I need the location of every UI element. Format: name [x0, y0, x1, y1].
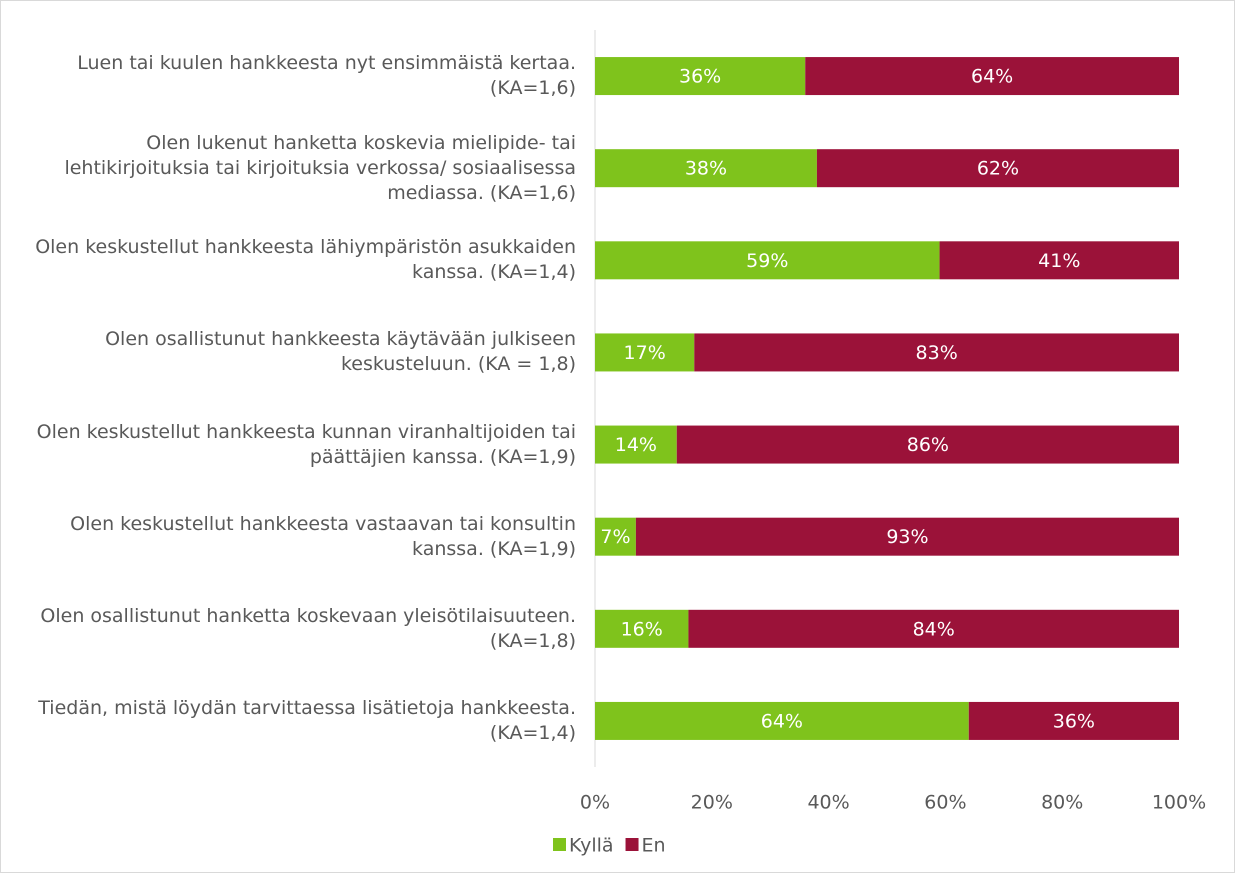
value-label: 14% [615, 434, 657, 456]
value-label: 17% [624, 342, 666, 364]
value-label: 93% [886, 526, 928, 548]
bar-segment [968, 701, 1179, 740]
bar-segment [595, 241, 940, 280]
value-label: 38% [685, 158, 727, 180]
value-label: 41% [1038, 250, 1080, 272]
bar-segment [595, 149, 817, 188]
value-label: 36% [1053, 710, 1095, 732]
x-tick-label: 0% [580, 792, 610, 814]
category-label: Olen lukenut hanketta koskevia mielipide… [64, 131, 576, 204]
bar-segment [595, 609, 689, 648]
bar-segment [595, 425, 677, 464]
category-label: Olen keskustellut hankkeesta lähiympäris… [35, 236, 576, 284]
value-label: 36% [679, 66, 721, 88]
value-label: 83% [916, 342, 958, 364]
category-label: Tiedän, mistä löydän tarvittaessa lisäti… [38, 696, 576, 744]
category-label: Olen keskustellut hankkeesta vastaavan t… [70, 512, 576, 560]
value-label: 16% [621, 618, 663, 640]
x-tick-label: 20% [691, 792, 733, 814]
bar-segment [595, 517, 636, 556]
x-tick-label: 40% [807, 792, 849, 814]
bar-segment [595, 701, 969, 740]
bar-segment [939, 241, 1179, 280]
value-label: 64% [761, 710, 803, 732]
bar-segment [694, 333, 1179, 372]
value-label: 86% [907, 434, 949, 456]
x-tick-label: 100% [1152, 792, 1206, 814]
legend-swatch [625, 838, 639, 851]
legend-label: Kyllä [569, 835, 614, 857]
value-label: 62% [977, 158, 1019, 180]
value-label: 84% [913, 618, 955, 640]
category-label: Luen tai kuulen hankkeesta nyt ensimmäis… [77, 52, 576, 100]
bar-segment [805, 57, 1179, 96]
category-label: Olen keskustellut hankkeesta kunnan vira… [36, 420, 576, 468]
bar-segment [635, 517, 1179, 556]
x-tick-label: 60% [924, 792, 966, 814]
value-label: 7% [600, 526, 630, 548]
category-label: Olen osallistunut hanketta koskevaan yle… [40, 604, 576, 652]
bar-segment [688, 609, 1179, 648]
bar-segment [595, 333, 695, 372]
value-label: 64% [971, 66, 1013, 88]
bar-segment [595, 57, 806, 96]
bar-segment [816, 149, 1179, 188]
legend-swatch [553, 838, 566, 851]
bar-segment [676, 425, 1179, 464]
value-label: 59% [746, 250, 788, 272]
legend-label: En [642, 835, 666, 857]
x-tick-label: 80% [1041, 792, 1083, 814]
category-label: Olen osallistunut hankkeesta käytävään j… [105, 328, 576, 376]
